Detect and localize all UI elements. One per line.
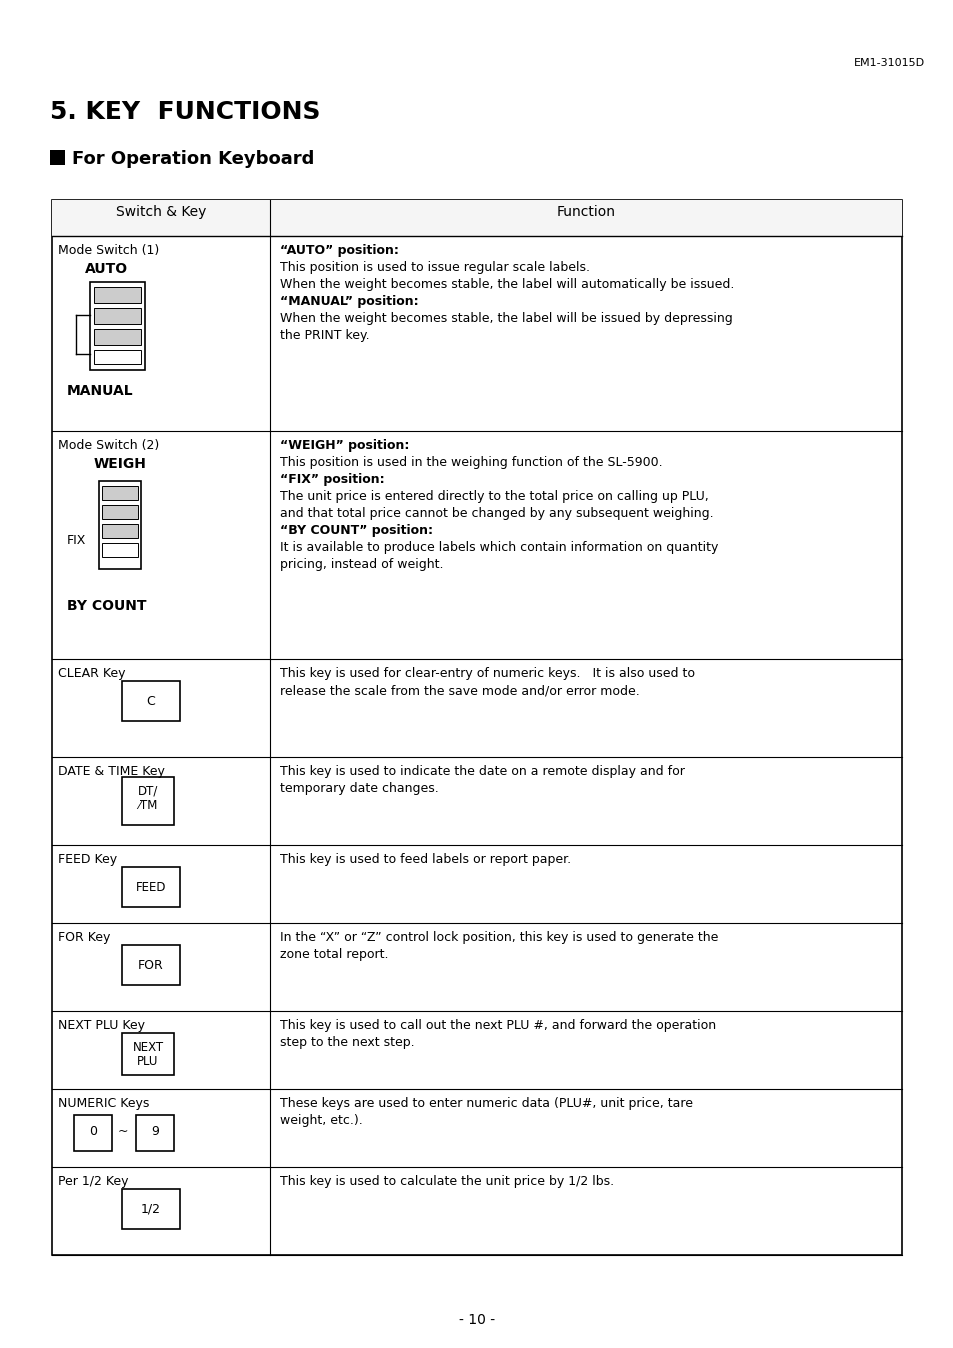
Text: “MANUAL” position:: “MANUAL” position: (280, 295, 418, 307)
Text: In the “X” or “Z” control lock position, this key is used to generate the: In the “X” or “Z” control lock position,… (280, 931, 718, 944)
Text: DT/: DT/ (137, 785, 158, 798)
Text: This key is used to calculate the unit price by 1/2 lbs.: This key is used to calculate the unit p… (280, 1175, 614, 1188)
Bar (90, 282, 145, 369)
Text: Switch & Key: Switch & Key (115, 205, 206, 218)
Text: This key is used to call out the next PLU #, and forward the operation: This key is used to call out the next PL… (280, 1019, 716, 1033)
Text: BY COUNT: BY COUNT (67, 599, 147, 613)
Bar (94, 287, 141, 303)
Text: “AUTO” position:: “AUTO” position: (280, 244, 398, 257)
Text: This key is used to feed labels or report paper.: This key is used to feed labels or repor… (280, 853, 571, 865)
Text: ⁄TM: ⁄TM (138, 799, 157, 811)
Text: The unit price is entered directly to the total price on calling up PLU,: The unit price is entered directly to th… (280, 491, 708, 503)
Text: FIX: FIX (67, 534, 87, 547)
Text: This key is used to indicate the date on a remote display and for: This key is used to indicate the date on… (280, 766, 684, 778)
Text: When the weight becomes stable, the label will be issued by depressing: When the weight becomes stable, the labe… (280, 311, 732, 325)
Text: and that total price cannot be changed by any subsequent weighing.: and that total price cannot be changed b… (280, 507, 713, 520)
Text: step to the next step.: step to the next step. (280, 1037, 415, 1049)
Text: the PRINT key.: the PRINT key. (280, 329, 369, 342)
Bar (136, 1115, 173, 1151)
Text: “FIX” position:: “FIX” position: (280, 473, 384, 487)
Text: Function: Function (556, 205, 615, 218)
Bar (122, 945, 180, 985)
Text: It is available to produce labels which contain information on quantity: It is available to produce labels which … (280, 541, 718, 554)
Text: EM1-31015D: EM1-31015D (853, 58, 924, 67)
Bar (122, 867, 180, 907)
Bar (122, 1189, 180, 1229)
Text: NEXT: NEXT (132, 1041, 163, 1054)
Text: This key is used for clear-entry of numeric keys.   It is also used to: This key is used for clear-entry of nume… (280, 667, 695, 679)
Bar (102, 487, 138, 500)
Text: DATE & TIME Key: DATE & TIME Key (58, 766, 165, 778)
Text: This position is used in the weighing function of the SL-5900.: This position is used in the weighing fu… (280, 456, 662, 469)
Text: temporary date changes.: temporary date changes. (280, 782, 438, 795)
Text: When the weight becomes stable, the label will automatically be issued.: When the weight becomes stable, the labe… (280, 278, 734, 291)
Bar (94, 329, 141, 345)
Text: Mode Switch (2): Mode Switch (2) (58, 439, 159, 452)
Text: This position is used to issue regular scale labels.: This position is used to issue regular s… (280, 262, 589, 274)
Text: FOR Key: FOR Key (58, 931, 111, 944)
Text: Mode Switch (1): Mode Switch (1) (58, 244, 159, 257)
Bar (50, 150, 65, 164)
Bar (52, 200, 901, 236)
Text: PLU: PLU (137, 1055, 158, 1068)
Text: “WEIGH” position:: “WEIGH” position: (280, 439, 409, 452)
Text: - 10 -: - 10 - (458, 1313, 495, 1326)
Text: FOR: FOR (138, 958, 164, 972)
Bar (94, 350, 141, 364)
Text: 0: 0 (89, 1126, 97, 1138)
Text: AUTO: AUTO (86, 262, 129, 276)
Text: WEIGH: WEIGH (93, 457, 146, 470)
Text: 5. KEY  FUNCTIONS: 5. KEY FUNCTIONS (50, 100, 320, 124)
Text: NUMERIC Keys: NUMERIC Keys (58, 1097, 150, 1109)
Text: 9: 9 (151, 1126, 159, 1138)
Text: “BY COUNT” position:: “BY COUNT” position: (280, 524, 433, 537)
Text: MANUAL: MANUAL (67, 384, 133, 398)
Bar (52, 200, 901, 1255)
Text: ~: ~ (118, 1126, 129, 1138)
Bar (94, 307, 141, 324)
Bar (99, 481, 141, 569)
Text: For Operation Keyboard: For Operation Keyboard (71, 150, 314, 168)
Text: FEED: FEED (135, 882, 166, 894)
Text: NEXT PLU Key: NEXT PLU Key (58, 1019, 145, 1033)
Text: CLEAR Key: CLEAR Key (58, 667, 126, 679)
Text: FEED Key: FEED Key (58, 853, 117, 865)
Bar (122, 776, 173, 825)
Bar (102, 543, 138, 557)
Bar (102, 524, 138, 538)
Text: pricing, instead of weight.: pricing, instead of weight. (280, 558, 443, 572)
Text: release the scale from the save mode and/or error mode.: release the scale from the save mode and… (280, 683, 639, 697)
Bar (74, 1115, 112, 1151)
Text: C: C (147, 696, 155, 708)
Text: Per 1/2 Key: Per 1/2 Key (58, 1175, 129, 1188)
Bar (122, 1033, 173, 1074)
Text: These keys are used to enter numeric data (PLU#, unit price, tare: These keys are used to enter numeric dat… (280, 1097, 692, 1109)
Text: zone total report.: zone total report. (280, 948, 388, 961)
Bar (102, 506, 138, 519)
Text: 1/2: 1/2 (141, 1202, 161, 1216)
Text: weight, etc.).: weight, etc.). (280, 1113, 362, 1127)
Bar (122, 681, 180, 721)
